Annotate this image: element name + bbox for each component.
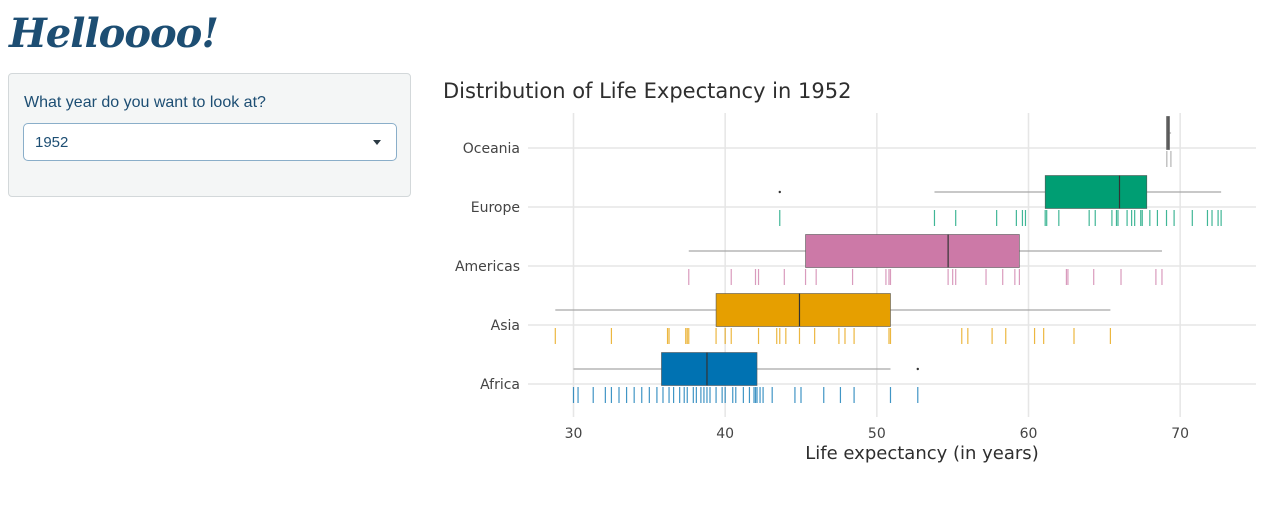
x-tick-label: 40	[716, 426, 734, 442]
y-tick-label: Europe	[471, 200, 520, 216]
x-tick-label: 70	[1171, 426, 1189, 442]
box-africa	[661, 352, 758, 386]
chevron-down-icon[interactable]	[373, 140, 381, 145]
y-tick-label: Oceania	[463, 141, 520, 157]
year-select-label: What year do you want to look at?	[24, 94, 266, 111]
x-tick-label: 30	[565, 426, 583, 442]
y-tick-label: Americas	[455, 259, 520, 275]
year-select[interactable]: 1952	[23, 123, 397, 161]
box-asia	[715, 293, 891, 327]
box-americas	[805, 234, 1020, 268]
chart-title: Distribution of Life Expectancy in 1952	[443, 79, 851, 103]
sidebar-panel: What year do you want to look at? 1952	[8, 73, 411, 197]
outlier-point	[778, 190, 781, 194]
x-tick-label: 60	[1020, 426, 1038, 442]
box-europe	[1044, 175, 1148, 209]
year-select-value: 1952	[35, 134, 69, 151]
outlier-point	[916, 367, 919, 371]
app-title: Helloooo!	[9, 10, 219, 57]
x-tick-label: 50	[868, 426, 886, 442]
x-axis-label: Life expectancy (in years)	[805, 443, 1038, 464]
y-tick-label: Africa	[480, 377, 520, 393]
y-tick-label: Asia	[491, 318, 520, 334]
